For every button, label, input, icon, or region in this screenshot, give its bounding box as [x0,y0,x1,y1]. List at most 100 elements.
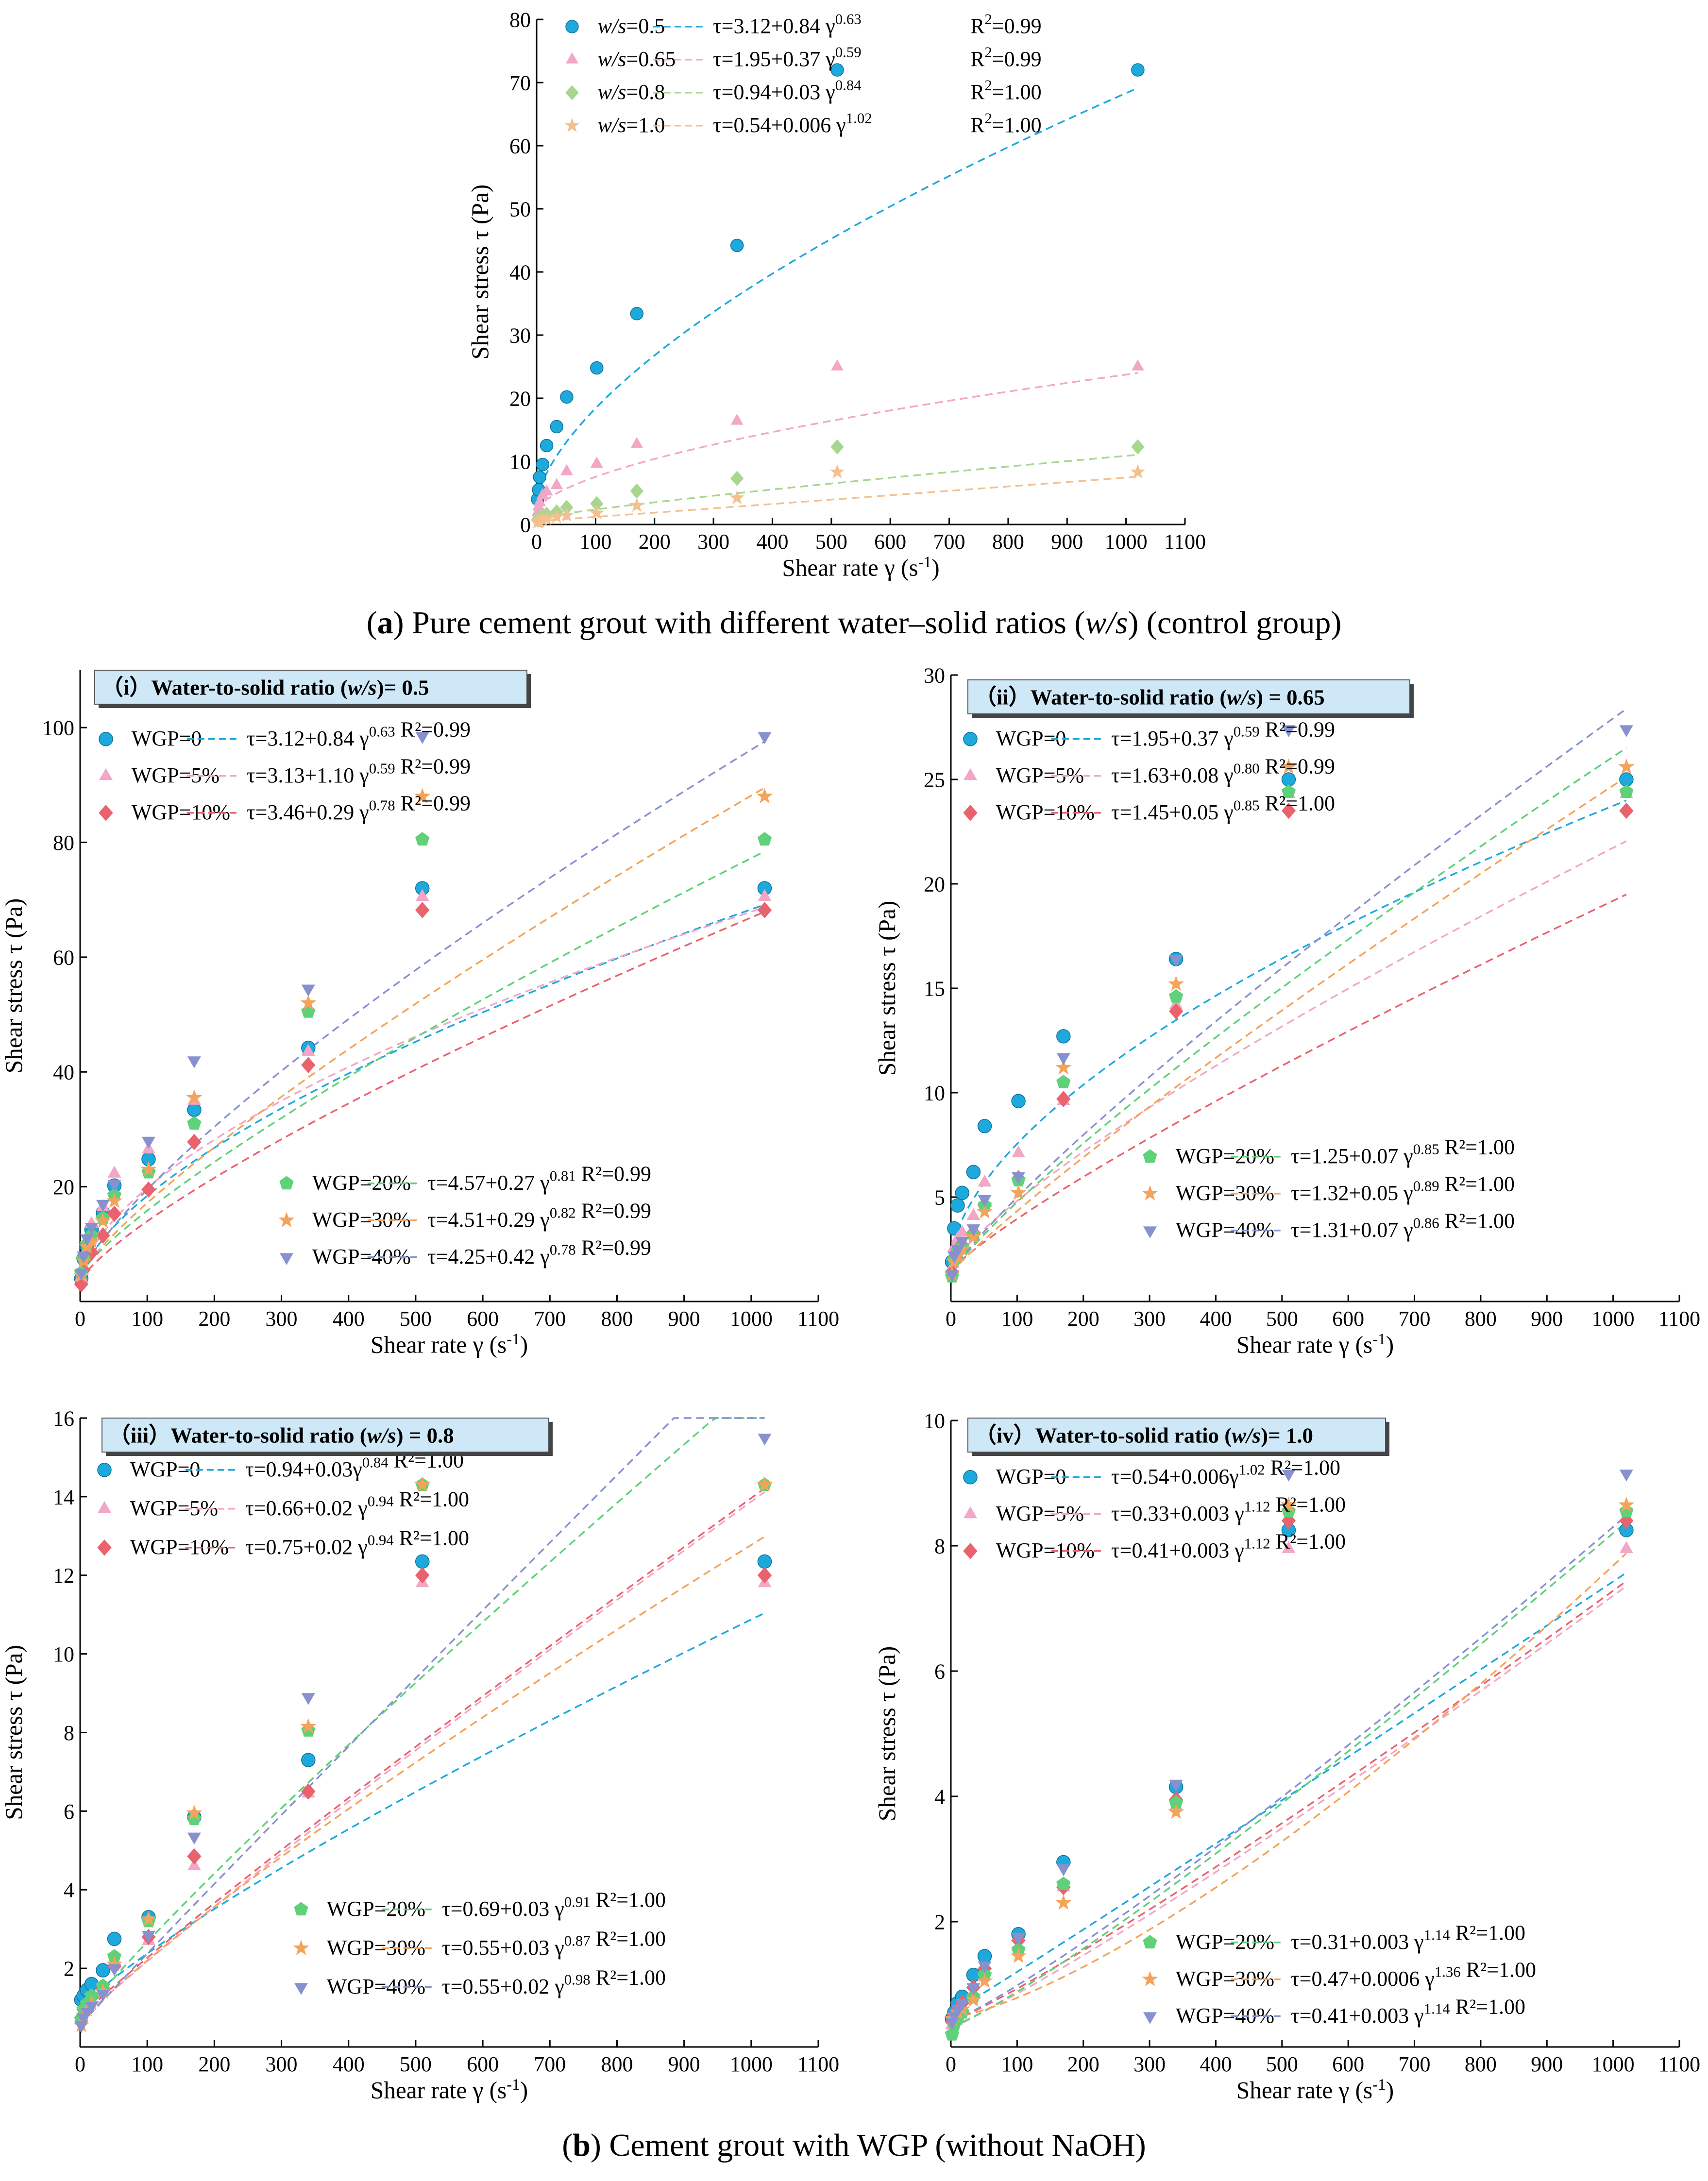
data-point [1281,784,1296,798]
x-tick-label: 1100 [797,1307,839,1331]
data-point [955,1236,969,1249]
data-point [415,1554,430,1569]
chart-title-box [967,1418,1386,1453]
data-point [1011,1094,1026,1108]
data-point [1169,955,1183,967]
data-point [187,1133,202,1150]
fit-curve [950,894,1627,1271]
data-point [106,1956,123,1972]
legend-name: WGP=40% [312,1245,411,1268]
data-point [757,902,772,918]
data-point [1280,1496,1297,1512]
legend-name: w/s=1.0 [598,113,665,137]
x-axis-label: Shear rate γ (s-1) [371,1331,528,1358]
fit-curve [80,850,765,1275]
legend-name: WGP=20% [312,1171,411,1195]
legend-name: WGP=10% [996,1539,1095,1562]
data-point [186,1089,203,1105]
y-tick-label: 2 [934,1910,945,1934]
chart-title-shadow [1410,684,1414,718]
x-tick-label: 700 [534,2052,566,2076]
caption-b-label: b [573,2128,591,2163]
x-tick-label: 900 [1051,530,1083,554]
legend-marker [278,1212,295,1227]
chart-title-shadow [1386,1422,1389,1456]
data-point [629,497,644,512]
y-tick-label: 30 [924,663,945,687]
data-point [187,1811,202,1825]
x-tick-label: 800 [1465,1307,1497,1331]
x-tick-label: 500 [400,1307,432,1331]
caption-a-label: a [377,605,393,641]
data-point [301,984,315,997]
legend-equation: τ=1.63+0.08 γ0.80 R²=0.99 [1111,755,1335,787]
x-tick-label: 0 [75,1307,85,1331]
y-tick-label: 16 [53,1406,74,1430]
chart-a-svg: 0 100 200 300 400 500 600 700 800 900 1000 1100 0 10 2… [467,8,1206,581]
y-tick-label: 2 [64,1957,74,1981]
x-tick-label: 700 [1399,2052,1431,2076]
x-axis-label: Shear rate γ (s-1) [1236,1331,1394,1358]
legend-equation: τ=0.75+0.02 γ0.94 R²=1.00 [245,1526,469,1559]
legend-equation: τ=3.13+1.10 γ0.59 R²=0.99 [247,755,471,787]
legend-marker [99,768,113,780]
chart-b4-svg: 0 100 200 300 400 500 600 700 800 900 1000 1100 2 4 6 8… [874,1409,1700,2103]
x-tick-label: 400 [1200,1307,1232,1331]
data-point [757,1567,772,1584]
chart-title-shadow [972,1452,1389,1456]
fit-curve [951,1580,1627,2022]
legend-marker [99,805,113,821]
fit-curve [80,1417,765,2026]
x-tick-label: 400 [1200,2052,1232,2076]
fit-curve [80,1612,765,2010]
data-point [729,490,745,505]
data-point [1056,1075,1071,1088]
legend-marker [280,1253,293,1265]
x-tick-label: 700 [933,530,965,554]
data-point [1619,784,1634,798]
legend-equation: τ=0.33+0.003 γ1.12 R²=1.00 [1111,1493,1346,1525]
data-point [966,1165,981,1180]
legend-marker [1143,1149,1157,1163]
chart-title: （i）Water-to-solid ratio (w/s)= 0.5 [101,675,429,699]
data-point [757,1554,772,1569]
x-tick-label: 1000 [1105,530,1148,554]
legend-equation: τ=0.66+0.02 γ0.94 R²=1.00 [245,1488,469,1520]
x-tick-label: 400 [756,530,788,554]
x-tick-label: 1000 [1592,1307,1635,1331]
legend-name: WGP=10% [130,1535,229,1559]
data-point [187,1848,202,1865]
legend-equation: τ=1.25+0.07 γ0.85 R²=1.00 [1291,1135,1515,1168]
x-tick-label: 200 [1067,2052,1099,2076]
legend-marker [279,1176,294,1190]
legend-equation: τ=0.94+0.03 γ0.84 [713,77,862,104]
data-point [950,1245,964,1257]
x-tick-label: 200 [1067,1307,1099,1331]
fit-curve [80,1488,765,2018]
caption-a-text: Pure cement grout with different water–s… [404,605,1085,641]
data-point [830,63,844,77]
chart-b4: 0 100 200 300 400 500 600 700 800 900 1000 1100 2 4 6 8… [854,1389,1708,2108]
chart-title: （iii）Water-to-solid ratio (w/s) = 0.8 [109,1423,454,1447]
fit-curve [80,911,765,1281]
fit-curve [79,904,765,1281]
data-point [1131,439,1145,455]
chart-title-shadow [527,674,531,708]
data-point [415,832,430,846]
data-point [187,1832,201,1845]
data-point [141,1181,156,1198]
legend-name: WGP=20% [327,1897,425,1921]
x-tick-label: 500 [1266,1307,1298,1331]
x-tick-label: 600 [1332,2052,1364,2076]
legend-name: WGP=40% [327,1975,425,1998]
data-point [1168,1803,1184,1819]
y-tick-label: 40 [509,260,531,284]
x-tick-label: 1100 [797,2052,839,2076]
y-tick-label: 30 [509,323,531,347]
y-tick-label: 12 [53,1564,74,1588]
legend-marker [566,52,578,64]
data-point [966,1208,981,1220]
chart-title-box [967,679,1410,714]
data-point [1168,975,1184,991]
legend-name: WGP=30% [1176,1967,1274,1991]
